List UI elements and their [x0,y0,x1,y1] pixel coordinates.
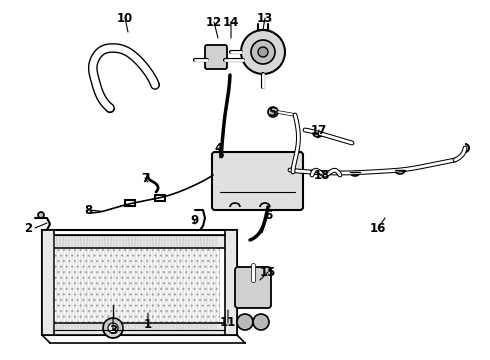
Bar [42,230,54,335]
Text: 5: 5 [268,105,276,118]
Text: 6: 6 [264,208,272,221]
Text: 9: 9 [190,213,198,226]
Text: 12: 12 [206,15,222,28]
FancyBboxPatch shape [205,45,227,69]
Text: 1: 1 [144,319,152,332]
Text: 18: 18 [314,168,330,181]
Bar [42,235,237,248]
Circle shape [103,318,123,338]
Bar [54,243,219,330]
Bar [42,230,237,335]
Circle shape [258,47,268,57]
Text: 16: 16 [370,221,386,234]
Circle shape [237,314,253,330]
Bar [42,323,237,335]
Circle shape [241,30,285,74]
Bar [225,230,237,335]
FancyBboxPatch shape [235,267,271,308]
Text: 15: 15 [260,266,276,279]
Text: 4: 4 [215,141,223,154]
Circle shape [108,323,118,333]
Circle shape [251,40,275,64]
Text: 14: 14 [223,15,239,28]
Text: 13: 13 [257,12,273,24]
Circle shape [268,107,278,117]
Text: 3: 3 [109,324,117,337]
FancyBboxPatch shape [212,152,303,210]
Text: 2: 2 [24,221,32,234]
Text: 8: 8 [84,203,92,216]
Circle shape [38,212,44,218]
Text: 17: 17 [311,123,327,136]
Circle shape [253,314,269,330]
Text: 11: 11 [220,316,236,329]
Text: 7: 7 [141,171,149,185]
Text: 10: 10 [117,12,133,24]
